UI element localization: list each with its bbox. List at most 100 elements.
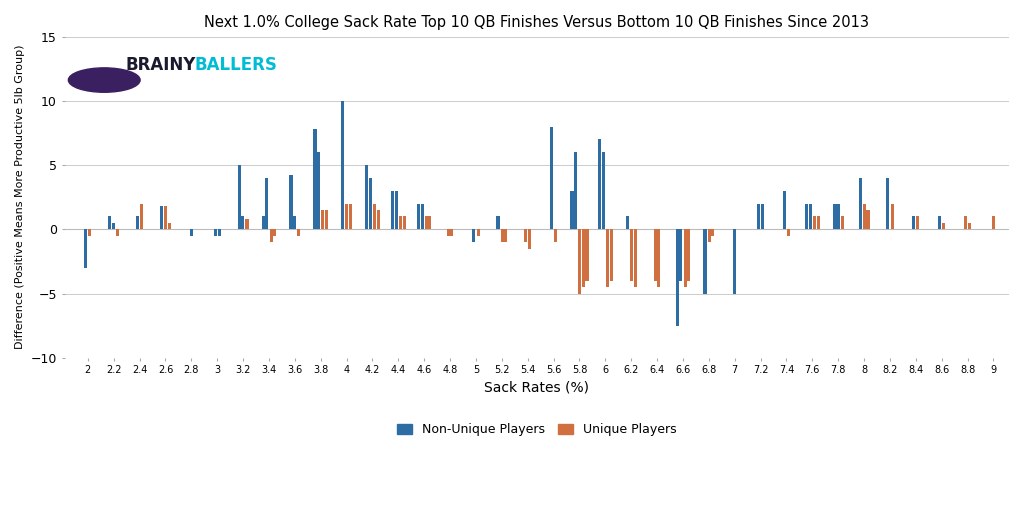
Bar <box>841 216 844 229</box>
Bar <box>451 229 454 236</box>
Circle shape <box>69 68 140 92</box>
Bar <box>425 216 428 229</box>
Bar <box>84 229 87 268</box>
Bar <box>676 229 679 326</box>
Bar <box>813 216 816 229</box>
Y-axis label: Difference (Positive Means More Productive 5lb Group): Difference (Positive Means More Producti… <box>15 45 25 349</box>
Bar <box>916 216 920 229</box>
Bar <box>112 223 115 229</box>
Bar <box>634 229 637 287</box>
Bar <box>582 229 585 287</box>
Bar <box>687 229 690 281</box>
Bar <box>262 216 265 229</box>
Bar <box>712 229 715 236</box>
Bar <box>377 210 380 229</box>
Bar <box>968 223 971 229</box>
Bar <box>606 229 609 287</box>
Bar <box>273 229 276 236</box>
Bar <box>446 229 450 236</box>
Bar <box>863 204 866 229</box>
Bar <box>683 229 686 287</box>
Bar <box>472 229 475 242</box>
Bar <box>238 165 241 229</box>
Bar <box>524 229 527 242</box>
Bar <box>373 204 376 229</box>
Bar <box>866 210 869 229</box>
Bar <box>293 216 296 229</box>
Bar <box>574 152 578 229</box>
Text: BRAINY: BRAINY <box>126 56 197 74</box>
Bar <box>708 229 711 242</box>
Bar <box>313 129 316 229</box>
Bar <box>476 229 479 236</box>
Bar <box>586 229 589 281</box>
Bar <box>630 229 633 281</box>
Bar <box>217 229 220 236</box>
Bar <box>787 229 791 236</box>
Bar <box>341 101 344 229</box>
Bar <box>421 204 424 229</box>
Bar <box>164 206 167 229</box>
Bar <box>391 191 394 229</box>
Bar <box>345 204 348 229</box>
Bar <box>942 223 945 229</box>
Bar <box>626 216 629 229</box>
Bar <box>679 229 682 281</box>
Bar <box>653 229 656 281</box>
Bar <box>816 216 819 229</box>
Bar <box>168 223 171 229</box>
Bar <box>833 204 836 229</box>
Bar <box>349 204 352 229</box>
Bar <box>992 216 995 229</box>
Bar <box>938 216 941 229</box>
Bar <box>912 216 915 229</box>
Bar <box>805 204 808 229</box>
Bar <box>570 191 573 229</box>
Legend: Non-Unique Players, Unique Players: Non-Unique Players, Unique Players <box>392 419 681 441</box>
Bar <box>366 165 369 229</box>
Text: BALLERS: BALLERS <box>195 56 278 74</box>
Bar <box>297 229 300 236</box>
Bar <box>136 216 139 229</box>
Bar <box>783 191 786 229</box>
Bar <box>703 229 707 293</box>
Bar <box>758 204 761 229</box>
Bar <box>859 178 862 229</box>
Bar <box>402 216 406 229</box>
Bar <box>965 216 968 229</box>
Bar <box>246 219 249 229</box>
Bar <box>399 216 402 229</box>
Bar <box>598 140 601 229</box>
Bar <box>837 204 840 229</box>
Bar <box>325 210 328 229</box>
Bar <box>394 191 398 229</box>
Bar <box>497 216 500 229</box>
Bar <box>116 229 119 236</box>
Bar <box>290 175 293 229</box>
Bar <box>554 229 557 242</box>
Bar <box>140 204 143 229</box>
Title: Next 1.0% College Sack Rate Top 10 QB Finishes Versus Bottom 10 QB Finishes Sinc: Next 1.0% College Sack Rate Top 10 QB Fi… <box>204 15 869 30</box>
Bar <box>891 204 894 229</box>
Bar <box>317 152 321 229</box>
Bar <box>242 216 245 229</box>
Bar <box>579 229 582 293</box>
Bar <box>322 210 325 229</box>
Bar <box>504 229 507 242</box>
Bar <box>428 216 431 229</box>
Bar <box>609 229 612 281</box>
Bar <box>761 204 764 229</box>
Bar <box>733 229 736 293</box>
Bar <box>214 229 217 236</box>
Bar <box>369 178 372 229</box>
Bar <box>265 178 268 229</box>
Bar <box>550 127 553 229</box>
Bar <box>887 178 890 229</box>
Bar <box>602 152 605 229</box>
Bar <box>417 204 420 229</box>
Bar <box>269 229 272 242</box>
Bar <box>160 206 163 229</box>
X-axis label: Sack Rates (%): Sack Rates (%) <box>484 381 589 395</box>
Bar <box>88 229 91 236</box>
Bar <box>501 229 504 242</box>
